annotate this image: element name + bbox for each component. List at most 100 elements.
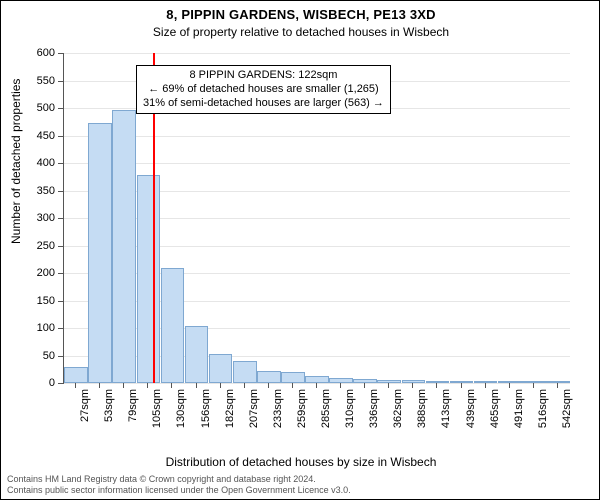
histogram-bar bbox=[546, 381, 570, 383]
x-tick-label: 156sqm bbox=[200, 389, 212, 428]
y-tick-label: 50 bbox=[43, 350, 55, 362]
x-tick-label: 336sqm bbox=[368, 389, 380, 428]
x-tick-mark bbox=[436, 383, 437, 388]
gridline bbox=[64, 53, 570, 54]
y-tick-mark bbox=[58, 246, 63, 247]
y-tick-label: 350 bbox=[37, 185, 55, 197]
x-tick-mark bbox=[412, 383, 413, 388]
histogram-bar bbox=[233, 361, 257, 383]
x-tick-label: 79sqm bbox=[127, 389, 139, 422]
footer-line-2: Contains public sector information licen… bbox=[7, 485, 351, 495]
plot-area: 8 PIPPIN GARDENS: 122sqm← 69% of detache… bbox=[63, 53, 570, 384]
x-tick-mark bbox=[196, 383, 197, 388]
x-tick-label: 233sqm bbox=[272, 389, 284, 428]
histogram-bar bbox=[64, 367, 88, 384]
x-tick-mark bbox=[99, 383, 100, 388]
x-tick-label: 542sqm bbox=[561, 389, 573, 428]
x-tick-mark bbox=[292, 383, 293, 388]
x-tick-label: 388sqm bbox=[416, 389, 428, 428]
y-tick-label: 400 bbox=[37, 157, 55, 169]
x-tick-label: 207sqm bbox=[248, 389, 260, 428]
gridline bbox=[64, 136, 570, 137]
histogram-bar bbox=[498, 381, 522, 383]
histogram-bar bbox=[88, 123, 112, 383]
x-tick-mark bbox=[340, 383, 341, 388]
y-tick-mark bbox=[58, 273, 63, 274]
x-tick-label: 105sqm bbox=[151, 389, 163, 428]
y-tick-label: 100 bbox=[37, 322, 55, 334]
x-tick-mark bbox=[364, 383, 365, 388]
histogram-bar bbox=[281, 372, 305, 383]
x-tick-mark bbox=[123, 383, 124, 388]
y-tick-label: 600 bbox=[37, 47, 55, 59]
title-line-1: 8, PIPPIN GARDENS, WISBECH, PE13 3XD bbox=[1, 7, 600, 22]
y-tick-label: 500 bbox=[37, 102, 55, 114]
y-tick-mark bbox=[58, 191, 63, 192]
y-tick-label: 150 bbox=[37, 295, 55, 307]
histogram-bar bbox=[137, 175, 161, 383]
x-tick-mark bbox=[461, 383, 462, 388]
histogram-bar bbox=[112, 110, 136, 383]
annotation-line: 31% of semi-detached houses are larger (… bbox=[143, 97, 384, 111]
y-tick-mark bbox=[58, 163, 63, 164]
x-tick-label: 259sqm bbox=[296, 389, 308, 428]
y-tick-label: 300 bbox=[37, 212, 55, 224]
x-tick-label: 439sqm bbox=[465, 389, 477, 428]
y-tick-mark bbox=[58, 108, 63, 109]
x-tick-label: 491sqm bbox=[513, 389, 525, 428]
y-axis-label: Number of detached properties bbox=[9, 79, 23, 244]
histogram-bar bbox=[209, 354, 233, 383]
attribution-footer: Contains HM Land Registry data © Crown c… bbox=[7, 474, 351, 495]
annotation-line: ← 69% of detached houses are smaller (1,… bbox=[143, 83, 384, 97]
x-tick-label: 310sqm bbox=[344, 389, 356, 428]
x-tick-label: 182sqm bbox=[224, 389, 236, 428]
chart-frame: 8, PIPPIN GARDENS, WISBECH, PE13 3XD Siz… bbox=[0, 0, 600, 500]
histogram-bar bbox=[161, 268, 185, 384]
histogram-bar bbox=[474, 381, 498, 383]
title-line-2: Size of property relative to detached ho… bbox=[1, 25, 600, 39]
x-tick-label: 413sqm bbox=[440, 389, 452, 428]
x-tick-label: 285sqm bbox=[320, 389, 332, 428]
y-tick-label: 250 bbox=[37, 240, 55, 252]
x-tick-mark bbox=[171, 383, 172, 388]
gridline bbox=[64, 163, 570, 164]
x-tick-mark bbox=[244, 383, 245, 388]
y-tick-mark bbox=[58, 218, 63, 219]
y-tick-label: 550 bbox=[37, 75, 55, 87]
x-tick-mark bbox=[485, 383, 486, 388]
x-tick-label: 516sqm bbox=[537, 389, 549, 428]
y-tick-mark bbox=[58, 383, 63, 384]
y-tick-mark bbox=[58, 328, 63, 329]
histogram-bar bbox=[305, 376, 329, 383]
annotation-box: 8 PIPPIN GARDENS: 122sqm← 69% of detache… bbox=[136, 65, 391, 114]
x-tick-mark bbox=[75, 383, 76, 388]
x-tick-label: 53sqm bbox=[103, 389, 115, 422]
x-tick-mark bbox=[220, 383, 221, 388]
y-tick-mark bbox=[58, 301, 63, 302]
gridline bbox=[64, 383, 570, 384]
annotation-line: 8 PIPPIN GARDENS: 122sqm bbox=[143, 69, 384, 83]
x-tick-label: 362sqm bbox=[392, 389, 404, 428]
x-axis-label: Distribution of detached houses by size … bbox=[1, 455, 600, 469]
x-tick-mark bbox=[509, 383, 510, 388]
y-tick-mark bbox=[58, 53, 63, 54]
x-tick-label: 130sqm bbox=[175, 389, 187, 428]
histogram-bar bbox=[185, 326, 209, 383]
y-tick-label: 200 bbox=[37, 267, 55, 279]
x-tick-mark bbox=[388, 383, 389, 388]
x-tick-mark bbox=[147, 383, 148, 388]
y-tick-mark bbox=[58, 136, 63, 137]
x-tick-mark bbox=[268, 383, 269, 388]
x-tick-mark bbox=[557, 383, 558, 388]
histogram-bar bbox=[522, 381, 546, 383]
footer-line-1: Contains HM Land Registry data © Crown c… bbox=[7, 474, 351, 484]
y-tick-label: 450 bbox=[37, 130, 55, 142]
x-tick-mark bbox=[316, 383, 317, 388]
x-tick-label: 27sqm bbox=[79, 389, 91, 422]
y-tick-label: 0 bbox=[49, 377, 55, 389]
x-tick-label: 465sqm bbox=[489, 389, 501, 428]
y-tick-mark bbox=[58, 81, 63, 82]
y-tick-mark bbox=[58, 356, 63, 357]
x-tick-mark bbox=[533, 383, 534, 388]
histogram-bar bbox=[257, 371, 281, 383]
